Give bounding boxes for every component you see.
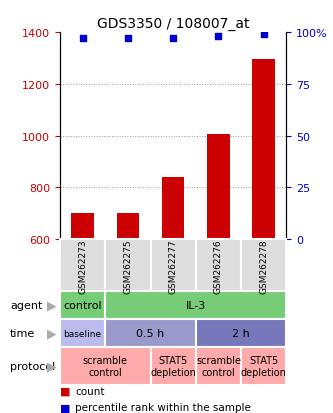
Text: count: count	[75, 386, 105, 396]
Text: time: time	[10, 328, 35, 338]
Text: baseline: baseline	[64, 329, 102, 338]
Point	[80, 36, 85, 43]
Bar	[207, 135, 230, 394]
Point	[261, 32, 266, 38]
Bar	[60, 347, 151, 385]
Bar	[71, 214, 94, 394]
Bar	[162, 178, 184, 394]
Text: GSM262276: GSM262276	[214, 238, 223, 293]
Text: ▶: ▶	[47, 299, 56, 312]
Text: IL-3: IL-3	[186, 301, 206, 311]
Text: 2 h: 2 h	[232, 328, 250, 338]
Point	[125, 36, 131, 43]
Text: STAT5
depletion: STAT5 depletion	[150, 356, 196, 377]
Bar	[196, 319, 286, 347]
Bar	[252, 60, 275, 394]
Text: STAT5
depletion: STAT5 depletion	[241, 356, 287, 377]
Bar	[105, 319, 196, 347]
Text: ▶: ▶	[47, 360, 56, 373]
Bar	[151, 347, 196, 385]
Text: protocol: protocol	[10, 361, 55, 371]
Point	[170, 36, 176, 43]
Bar	[60, 240, 105, 292]
Bar	[105, 292, 286, 319]
Text: ▶: ▶	[47, 327, 56, 340]
Text: GSM262273: GSM262273	[78, 238, 87, 293]
Text: agent: agent	[10, 301, 42, 311]
Text: percentile rank within the sample: percentile rank within the sample	[75, 402, 251, 412]
Text: GSM262275: GSM262275	[123, 238, 133, 293]
Text: GSM262277: GSM262277	[168, 238, 178, 293]
Text: ■: ■	[60, 386, 71, 396]
Text: ■: ■	[60, 402, 71, 412]
Bar	[60, 319, 105, 347]
Text: GSM262278: GSM262278	[259, 238, 268, 293]
Text: scramble
control: scramble control	[83, 356, 128, 377]
Bar	[241, 347, 286, 385]
Bar	[105, 240, 151, 292]
Text: 0.5 h: 0.5 h	[137, 328, 165, 338]
Bar	[196, 240, 241, 292]
Bar	[117, 214, 139, 394]
Bar	[241, 240, 286, 292]
Text: control: control	[63, 301, 102, 311]
Bar	[151, 240, 196, 292]
Title: GDS3350 / 108007_at: GDS3350 / 108007_at	[97, 17, 249, 31]
Point	[216, 34, 221, 40]
Bar	[196, 347, 241, 385]
Bar	[60, 292, 105, 319]
Text: scramble
control: scramble control	[196, 356, 241, 377]
